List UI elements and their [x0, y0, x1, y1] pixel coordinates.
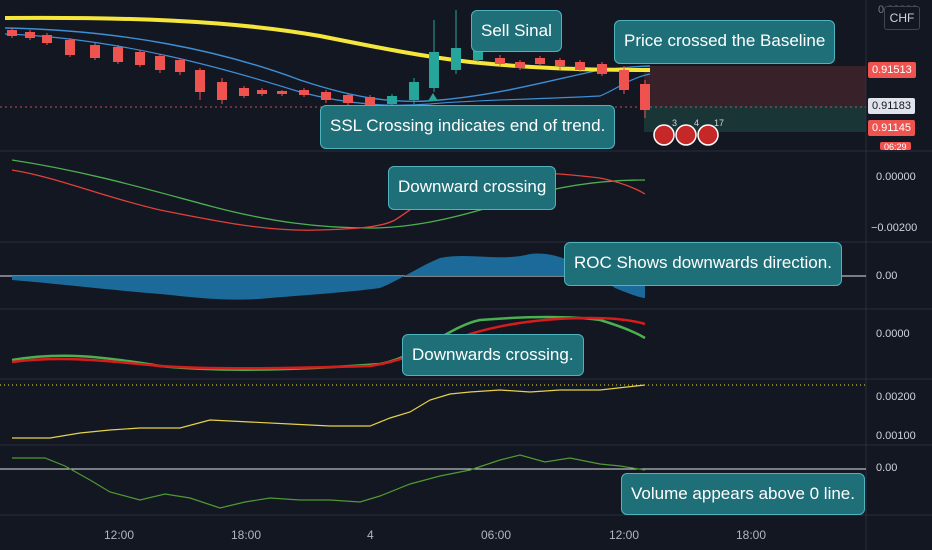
event-badge-count: 3 [672, 118, 677, 128]
candle-body [25, 32, 35, 38]
ssl-crossing-callout: SSL Crossing indicates end of trend. [320, 105, 616, 149]
baseline-cross-callout: Price crossed the Baseline [614, 20, 836, 64]
candle-body [257, 90, 267, 94]
candle-body [65, 40, 75, 55]
event-badge-count: 4 [694, 118, 699, 128]
candle-body [42, 35, 52, 43]
support-zone [644, 106, 866, 132]
pane5-axis-b: 0.00100 [876, 430, 916, 442]
candle-body [575, 62, 585, 70]
event-flag-icon [653, 124, 675, 146]
candle-body [90, 45, 100, 58]
baseline-line [4, 15, 651, 72]
candle-body [299, 90, 309, 95]
time-label: 12:00 [104, 528, 135, 542]
candle-body [239, 88, 249, 96]
time-label: 12:00 [609, 528, 640, 542]
price-tag-current: 0.91183 [868, 98, 915, 114]
time-label: 18:00 [231, 528, 262, 542]
time-label: 4 [367, 528, 374, 542]
candle-body [175, 60, 185, 72]
candle-body [495, 58, 505, 64]
candle-body [451, 48, 461, 70]
event-flag-icon [697, 124, 719, 146]
candle-body [535, 58, 545, 64]
roc-callout: ROC Shows downwards direction. [564, 242, 842, 286]
candle-body [113, 47, 123, 62]
volume-callout: Volume appears above 0 line. [621, 473, 865, 515]
event-flags: 3 4 17 [653, 118, 724, 146]
candle-body [555, 60, 565, 66]
pane2-axis-a: 0.00000 [876, 171, 916, 183]
candle-body [473, 50, 483, 60]
sell-signal-callout: Sell Sinal [471, 10, 562, 52]
candle-body [387, 96, 397, 104]
candle-body [343, 95, 353, 103]
price-tag-baseline: 0.91513 [868, 62, 916, 78]
event-flag-icon [675, 124, 697, 146]
downwards-crossing-callout: Downwards crossing. [402, 334, 584, 376]
volume-line [12, 454, 646, 509]
roc-area [12, 253, 645, 300]
pane2-axis-b: −0.00200 [871, 222, 918, 234]
candle-body [597, 64, 607, 74]
price-candles [7, 10, 650, 118]
candle-body [7, 30, 17, 36]
candle-body [640, 84, 650, 110]
candle-body [155, 56, 165, 70]
pane3-axis: 0.00 [876, 270, 898, 282]
candle-body [195, 70, 205, 92]
candle-body [277, 91, 287, 94]
candle-body [409, 82, 419, 100]
pane4-axis: 0.0000 [876, 328, 910, 340]
price-tag-countdown: 06:29 [880, 142, 911, 150]
currency-toggle-button[interactable]: CHF [884, 6, 920, 30]
candle-body [321, 92, 331, 100]
price-tag-low: 0.91145 [868, 120, 915, 136]
candle-body [619, 70, 629, 90]
candle-body [217, 82, 227, 100]
time-label: 06:00 [481, 528, 512, 542]
pane4-red-line [11, 316, 646, 370]
downward-crossing-callout: Downward crossing [388, 166, 557, 210]
candle-body [135, 52, 145, 65]
event-badge-count: 17 [714, 118, 724, 128]
candle-body [515, 62, 525, 68]
candle-body [429, 52, 439, 88]
pane6-axis: 0.00 [876, 462, 898, 474]
candle-body [365, 97, 375, 108]
pane5-axis-a: 0.00200 [876, 391, 916, 403]
time-label: 18:00 [736, 528, 767, 542]
resistance-zone [644, 66, 866, 106]
pane5-line [12, 384, 646, 439]
indicator-red-line [11, 169, 646, 231]
